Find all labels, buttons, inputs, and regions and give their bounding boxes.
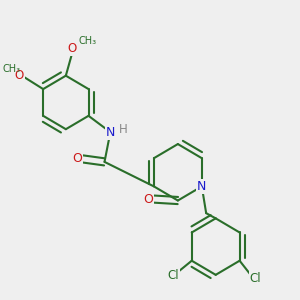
Text: O: O (14, 69, 24, 82)
Text: O: O (143, 193, 153, 206)
Text: CH₃: CH₃ (2, 64, 20, 74)
Text: Cl: Cl (250, 272, 261, 285)
Text: N: N (106, 126, 115, 139)
Text: H: H (118, 123, 127, 136)
Text: Cl: Cl (167, 269, 178, 282)
Text: O: O (67, 42, 76, 55)
Text: CH₃: CH₃ (79, 36, 97, 46)
Text: O: O (73, 152, 82, 165)
Text: N: N (197, 180, 206, 193)
